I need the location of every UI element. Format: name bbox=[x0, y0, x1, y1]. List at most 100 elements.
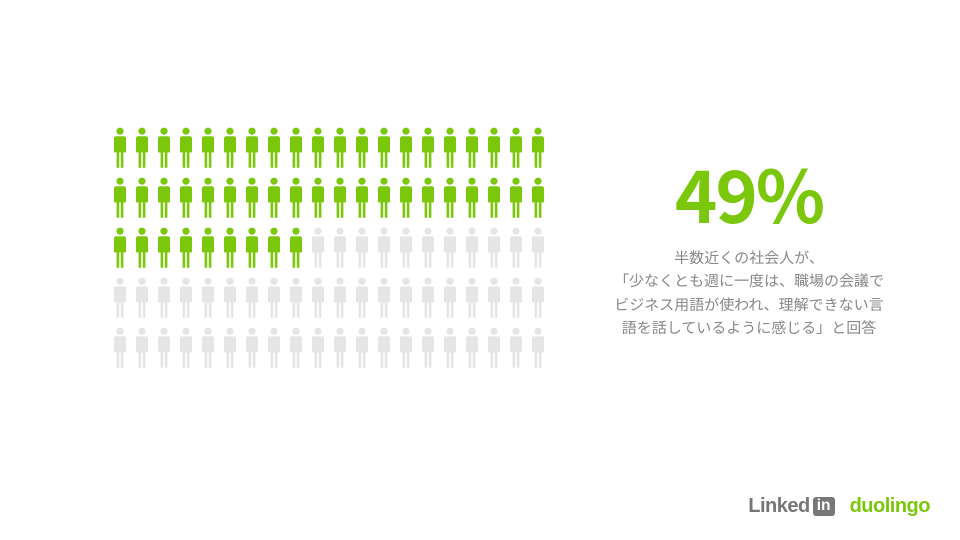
pictogram-person bbox=[220, 127, 240, 169]
person-icon bbox=[440, 177, 460, 219]
pictogram-person bbox=[352, 177, 372, 219]
pictogram-person bbox=[330, 227, 350, 269]
pictogram-person bbox=[198, 127, 218, 169]
person-icon bbox=[308, 227, 328, 269]
person-icon bbox=[286, 227, 306, 269]
pictogram-person bbox=[506, 277, 526, 319]
linkedin-word-linked: Linked bbox=[748, 495, 809, 518]
person-icon bbox=[440, 277, 460, 319]
pictogram-person bbox=[286, 177, 306, 219]
pictogram-person bbox=[132, 227, 152, 269]
person-icon bbox=[132, 227, 152, 269]
pictogram-person bbox=[462, 227, 482, 269]
stat-block: 49% 半数近くの社会人が、「少なくとも週に一度は、職場の会議でビジネス用語が使… bbox=[598, 156, 900, 339]
stat-description: 半数近くの社会人が、「少なくとも週に一度は、職場の会議でビジネス用語が使われ、理… bbox=[614, 246, 884, 339]
person-icon bbox=[484, 177, 504, 219]
person-icon bbox=[176, 277, 196, 319]
person-icon bbox=[374, 277, 394, 319]
person-icon bbox=[374, 227, 394, 269]
pictogram-person bbox=[396, 227, 416, 269]
pictogram-person bbox=[264, 177, 284, 219]
person-icon bbox=[154, 177, 174, 219]
linkedin-logo: Linkedin bbox=[748, 495, 835, 518]
stat-description-line: 「少なくとも週に一度は、職場の会議で bbox=[614, 269, 884, 292]
person-icon bbox=[308, 177, 328, 219]
linkedin-in-box: in bbox=[813, 497, 835, 516]
pictogram-person bbox=[528, 327, 548, 369]
person-icon bbox=[330, 127, 350, 169]
pictogram-person bbox=[352, 127, 372, 169]
pictogram-row bbox=[110, 177, 548, 219]
person-icon bbox=[330, 327, 350, 369]
pictogram-person bbox=[176, 127, 196, 169]
pictogram-person bbox=[132, 177, 152, 219]
stat-percent: 49% bbox=[675, 156, 823, 228]
person-icon bbox=[132, 127, 152, 169]
person-icon bbox=[528, 277, 548, 319]
person-icon bbox=[484, 327, 504, 369]
pictogram-person bbox=[286, 327, 306, 369]
person-icon bbox=[154, 227, 174, 269]
person-icon bbox=[418, 127, 438, 169]
pictogram-person bbox=[396, 327, 416, 369]
person-icon bbox=[110, 177, 130, 219]
person-icon bbox=[462, 227, 482, 269]
pictogram-person bbox=[528, 177, 548, 219]
person-icon bbox=[198, 227, 218, 269]
pictogram-person bbox=[198, 277, 218, 319]
pictogram-person bbox=[418, 327, 438, 369]
pictogram-person bbox=[330, 277, 350, 319]
pictogram-person bbox=[462, 327, 482, 369]
person-icon bbox=[198, 127, 218, 169]
stat-description-line: 語を話しているように感じる」と回答 bbox=[614, 316, 884, 339]
pictogram-person bbox=[308, 277, 328, 319]
person-icon bbox=[154, 327, 174, 369]
person-icon bbox=[242, 277, 262, 319]
pictogram-person bbox=[220, 277, 240, 319]
pictogram-person bbox=[308, 327, 328, 369]
pictogram-person bbox=[374, 327, 394, 369]
pictogram-person bbox=[198, 327, 218, 369]
person-icon bbox=[396, 327, 416, 369]
pictogram-person bbox=[440, 177, 460, 219]
pictogram-person bbox=[176, 227, 196, 269]
pictogram-person bbox=[506, 227, 526, 269]
person-icon bbox=[374, 177, 394, 219]
pictogram-person bbox=[132, 277, 152, 319]
person-icon bbox=[286, 177, 306, 219]
person-icon bbox=[462, 127, 482, 169]
pictogram-person bbox=[374, 227, 394, 269]
person-icon bbox=[220, 327, 240, 369]
pictogram-person bbox=[352, 227, 372, 269]
pictogram-person bbox=[154, 227, 174, 269]
pictogram-person bbox=[242, 177, 262, 219]
pictogram-person bbox=[396, 127, 416, 169]
stat-description-line: 半数近くの社会人が、 bbox=[614, 246, 884, 269]
person-icon bbox=[440, 127, 460, 169]
pictogram-person bbox=[352, 277, 372, 319]
person-icon bbox=[132, 177, 152, 219]
pictogram-person bbox=[176, 277, 196, 319]
person-icon bbox=[462, 327, 482, 369]
pictogram-person bbox=[374, 127, 394, 169]
person-icon bbox=[528, 327, 548, 369]
person-icon bbox=[396, 127, 416, 169]
person-icon bbox=[198, 327, 218, 369]
pictogram-person bbox=[154, 127, 174, 169]
person-icon bbox=[110, 327, 130, 369]
person-icon bbox=[396, 227, 416, 269]
pictogram-row bbox=[110, 127, 548, 169]
person-icon bbox=[484, 277, 504, 319]
pictogram-person bbox=[462, 277, 482, 319]
person-icon bbox=[132, 277, 152, 319]
person-icon bbox=[484, 127, 504, 169]
person-icon bbox=[220, 227, 240, 269]
pictogram-person bbox=[264, 227, 284, 269]
person-icon bbox=[220, 177, 240, 219]
duolingo-logo: duolingo bbox=[850, 495, 930, 518]
person-icon bbox=[506, 227, 526, 269]
pictogram-person bbox=[506, 327, 526, 369]
person-icon bbox=[110, 277, 130, 319]
person-icon bbox=[176, 227, 196, 269]
main-stage: 49% 半数近くの社会人が、「少なくとも週に一度は、職場の会議でビジネス用語が使… bbox=[0, 0, 960, 495]
